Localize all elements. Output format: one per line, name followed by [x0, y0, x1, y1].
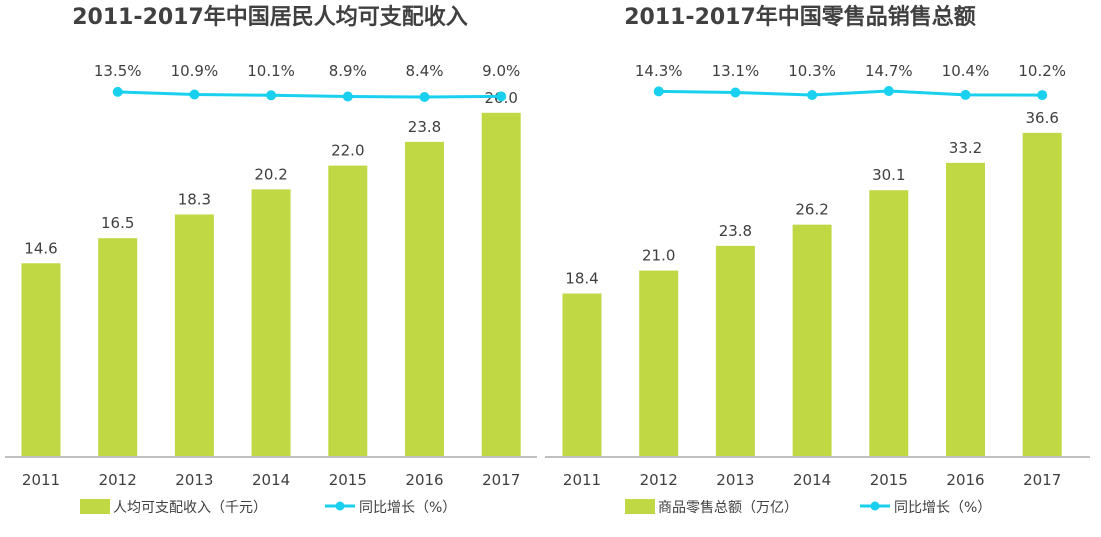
- bar-label-2014: 26.2: [795, 201, 828, 219]
- growth-point-2017: [1037, 90, 1048, 101]
- growth-label-2015: 8.9%: [329, 62, 367, 80]
- growth-point-2012: [653, 86, 664, 97]
- x-tick-2016: 2016: [405, 471, 443, 489]
- growth-label-2012: 14.3%: [635, 62, 683, 80]
- legend-line-marker: [870, 501, 880, 511]
- legend-line-label: 同比增长（%）: [359, 500, 456, 516]
- x-tick-2015: 2015: [329, 471, 367, 489]
- bar-label-2011: 18.4: [565, 270, 598, 288]
- growth-label-2014: 10.1%: [247, 62, 295, 80]
- x-tick-2014: 2014: [793, 471, 831, 489]
- bar-label-2014: 20.2: [254, 165, 287, 183]
- growth-point-2016: [419, 92, 430, 102]
- legend-bar-label: 商品零售总额（万亿）: [658, 500, 798, 516]
- bar-2013: [174, 214, 214, 456]
- x-tick-2011: 2011: [22, 471, 60, 489]
- bar-2013: [715, 245, 755, 456]
- growth-label-2013: 13.1%: [712, 62, 760, 80]
- bar-2017: [481, 112, 521, 457]
- x-tick-2011: 2011: [563, 471, 601, 489]
- bar-label-2012: 21.0: [642, 247, 675, 265]
- growth-point-2015: [342, 91, 353, 102]
- growth-point-2014: [807, 90, 818, 100]
- x-tick-2012: 2012: [99, 471, 137, 489]
- x-tick-2014: 2014: [252, 471, 290, 489]
- bar-label-2011: 14.6: [24, 239, 57, 257]
- growth-label-2017: 9.0%: [482, 62, 520, 80]
- growth-label-2016: 8.4%: [405, 62, 443, 80]
- x-tick-2017: 2017: [1023, 471, 1061, 489]
- bar-label-2015: 30.1: [872, 166, 905, 184]
- x-tick-2017: 2017: [482, 471, 520, 489]
- growth-label-2012: 13.5%: [94, 62, 142, 80]
- bar-2016: [946, 162, 985, 456]
- bar-2011: [562, 293, 602, 456]
- growth-label-2016: 10.4%: [942, 62, 990, 80]
- bar-2012: [639, 270, 679, 456]
- growth-point-2013: [730, 87, 741, 98]
- growth-point-2016: [960, 89, 971, 100]
- bar-2014: [792, 224, 832, 456]
- x-tick-2016: 2016: [946, 471, 984, 489]
- bar-2017: [1022, 132, 1062, 456]
- growth-point-2014: [266, 90, 277, 101]
- growth-point-2013: [189, 89, 200, 100]
- bar-2015: [328, 165, 368, 456]
- bar-2016: [405, 141, 444, 456]
- bar-label-2015: 22.0: [331, 142, 364, 160]
- growth-point-2017: [496, 91, 507, 102]
- bar-2015: [869, 190, 909, 457]
- growth-line: [658, 89, 1043, 97]
- bar-label-2013: 23.8: [719, 222, 752, 240]
- growth-label-2013: 10.9%: [171, 62, 219, 80]
- growth-line: [117, 90, 502, 99]
- growth-label-2017: 10.2%: [1018, 62, 1066, 80]
- bar-label-2016: 23.8: [408, 118, 441, 136]
- growth-label-2015: 14.7%: [865, 62, 913, 80]
- growth-point-2015: [883, 86, 894, 97]
- growth-point-2012: [112, 86, 123, 97]
- x-tick-2013: 2013: [175, 471, 213, 489]
- legend-line-marker: [335, 501, 345, 511]
- legend-line-label: 同比增长（%）: [894, 500, 991, 516]
- legend-bar-label: 人均可支配收入（千元）: [113, 500, 267, 516]
- growth-label-2014: 10.3%: [788, 62, 836, 80]
- bar-2012: [98, 238, 138, 456]
- x-tick-2013: 2013: [716, 471, 754, 489]
- legend-bar-swatch: [80, 499, 110, 514]
- bar-2014: [251, 189, 291, 457]
- x-tick-2015: 2015: [870, 471, 908, 489]
- bar-label-2012: 16.5: [101, 214, 134, 232]
- bar-label-2017: 36.6: [1025, 109, 1058, 127]
- chart-title: 2011-2017年中国零售品销售总额: [624, 4, 976, 30]
- legend-bar-swatch: [625, 499, 655, 514]
- chart-title: 2011-2017年中国居民人均可支配收入: [72, 4, 468, 30]
- x-tick-2012: 2012: [640, 471, 678, 489]
- bar-label-2013: 18.3: [178, 190, 211, 208]
- bar-label-2016: 33.2: [949, 139, 982, 157]
- bar-2011: [21, 263, 61, 456]
